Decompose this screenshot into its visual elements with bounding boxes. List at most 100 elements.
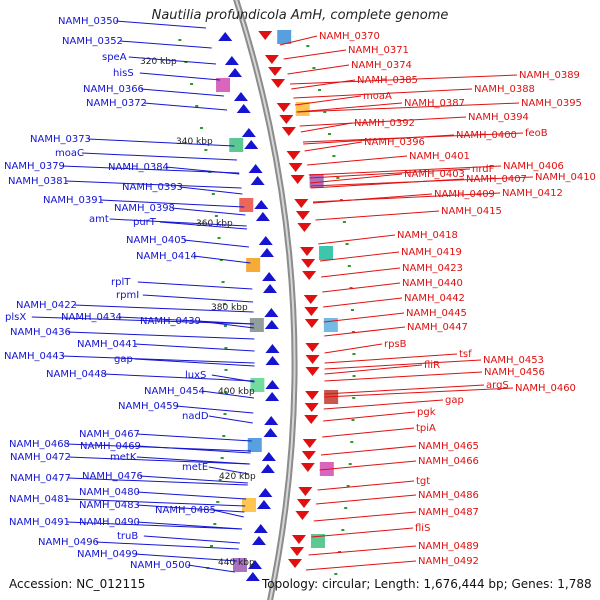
gene-arrow-reverse xyxy=(291,535,306,544)
leader-line xyxy=(307,155,408,166)
gene-arrow-reverse xyxy=(279,115,294,124)
leader-line xyxy=(143,535,240,544)
gene-label-left: metK xyxy=(110,452,137,463)
gene-label-left: NAMH_0405 xyxy=(126,235,187,246)
gene-label-right: NAMH_0400 xyxy=(456,130,517,141)
gene-label-right: NAMH_0447 xyxy=(407,322,468,333)
gene-labels: NAMH_0350 NAMH_0352 speA hisS NAMH_0366 NAMH_… xyxy=(4,16,596,571)
leader-line xyxy=(294,95,362,106)
leader-line xyxy=(61,165,240,174)
gene-arrow-reverse xyxy=(288,163,303,172)
gene-arrow-forward xyxy=(255,212,270,221)
leader-line xyxy=(139,72,221,81)
gene-label-left: NAMH_0459 xyxy=(118,401,179,412)
leader-line xyxy=(65,180,242,189)
accession-text: Accession: NC_012115 xyxy=(9,577,146,591)
leader-line xyxy=(308,545,417,556)
leader-line xyxy=(139,475,248,484)
leader-line xyxy=(165,166,240,175)
gene-label-left: NAMH_0372 xyxy=(86,98,147,109)
leader-line xyxy=(323,411,416,422)
leader-line xyxy=(300,122,353,133)
genome-backbone-highlight xyxy=(235,0,296,600)
leader-line xyxy=(323,312,405,323)
gene-label-left: amt xyxy=(89,214,109,225)
leader-line xyxy=(322,282,401,293)
gene-label-right: NAMH_0392 xyxy=(354,118,415,129)
gene-label-right: nrdF xyxy=(472,164,495,175)
gene-feature-block xyxy=(319,246,334,260)
gene-feature-block xyxy=(249,318,264,332)
leader-line xyxy=(193,255,251,264)
leader-line xyxy=(324,364,423,375)
gene-label-left: NAMH_0443 xyxy=(4,351,65,362)
leader-line xyxy=(315,210,440,221)
gene-arrow-forward xyxy=(256,500,271,509)
leader-line xyxy=(183,239,249,248)
leader-line xyxy=(279,35,318,46)
gene-arrow-reverse xyxy=(276,103,291,112)
leader-line xyxy=(134,553,237,562)
gene-label-right: tsf xyxy=(459,349,472,360)
gene-label-left: speA xyxy=(102,52,127,63)
leader-line xyxy=(324,353,458,364)
gene-feature-block xyxy=(239,198,254,212)
gene-feature-block xyxy=(241,498,256,512)
gene-label-left: NAMH_0366 xyxy=(83,84,144,95)
gene-label-left: gap xyxy=(114,354,133,365)
gene-arrow-reverse xyxy=(305,343,320,352)
gene-label-right: NAMH_0466 xyxy=(418,456,479,467)
gene-label-right: NAMH_0456 xyxy=(484,367,545,378)
gene-arrow-forward xyxy=(265,356,280,365)
gene-label-left: NAMH_0483 xyxy=(79,500,140,511)
leader-line xyxy=(103,373,255,382)
gene-arrow-forward xyxy=(258,488,273,497)
gene-label-right: NAMH_0371 xyxy=(348,45,409,56)
gene-label-left: NAMH_0414 xyxy=(136,251,197,262)
gene-arrow-reverse xyxy=(305,391,320,400)
gene-arrow-forward xyxy=(260,248,275,257)
gene-label-left: NAMH_0384 xyxy=(108,162,169,173)
leader-line xyxy=(67,331,255,340)
gene-arrow-forward xyxy=(241,128,256,137)
gene-label-right: NAMH_0465 xyxy=(418,441,479,452)
gene-arrow-forward xyxy=(260,464,275,473)
leader-line xyxy=(136,456,250,465)
leader-line xyxy=(208,466,249,475)
gene-label-left: rplT xyxy=(111,277,131,288)
gene-arrow-forward xyxy=(253,524,268,533)
gene-label-right: argS xyxy=(486,380,509,391)
gene-feature-block xyxy=(233,558,248,572)
gene-label-right: NAMH_0406 xyxy=(503,161,564,172)
gene-label-right: NAMH_0409 xyxy=(434,189,495,200)
gene-label-left: NAMH_0499 xyxy=(77,549,138,560)
leader-line xyxy=(140,88,224,97)
gene-arrow-forward xyxy=(244,140,259,149)
gene-feature-block xyxy=(247,438,262,452)
gene-label-right: NAMH_0492 xyxy=(418,556,479,567)
leader-line xyxy=(313,511,417,522)
leader-line xyxy=(317,480,415,491)
gene-label-left: NAMH_0496 xyxy=(38,537,99,548)
gene-label-right: NAMH_0385 xyxy=(357,75,418,86)
leader-line xyxy=(118,316,255,325)
leader-line xyxy=(310,173,403,184)
gene-label-right: tpiA xyxy=(416,423,436,434)
gene-label-left: NAMH_0398 xyxy=(114,203,175,214)
gene-label-right: NAMH_0423 xyxy=(402,263,463,274)
gene-label-left: NAMH_0469 xyxy=(80,441,141,452)
leader-line xyxy=(67,477,248,486)
gene-label-left: NAMH_0472 xyxy=(10,452,71,463)
gene-label-left: hisS xyxy=(113,68,134,79)
gene-arrow-forward xyxy=(264,416,279,425)
gene-arrow-reverse xyxy=(301,451,316,460)
gene-label-right: rpsB xyxy=(384,339,407,350)
gene-arrow-reverse xyxy=(281,127,296,136)
leader-line xyxy=(212,509,244,518)
gene-arrow-forward xyxy=(248,164,263,173)
leader-line xyxy=(299,116,467,127)
gene-label-right: NAMH_0442 xyxy=(404,293,465,304)
gene-label-left: NAMH_0352 xyxy=(62,36,123,47)
leader-line xyxy=(134,358,255,367)
